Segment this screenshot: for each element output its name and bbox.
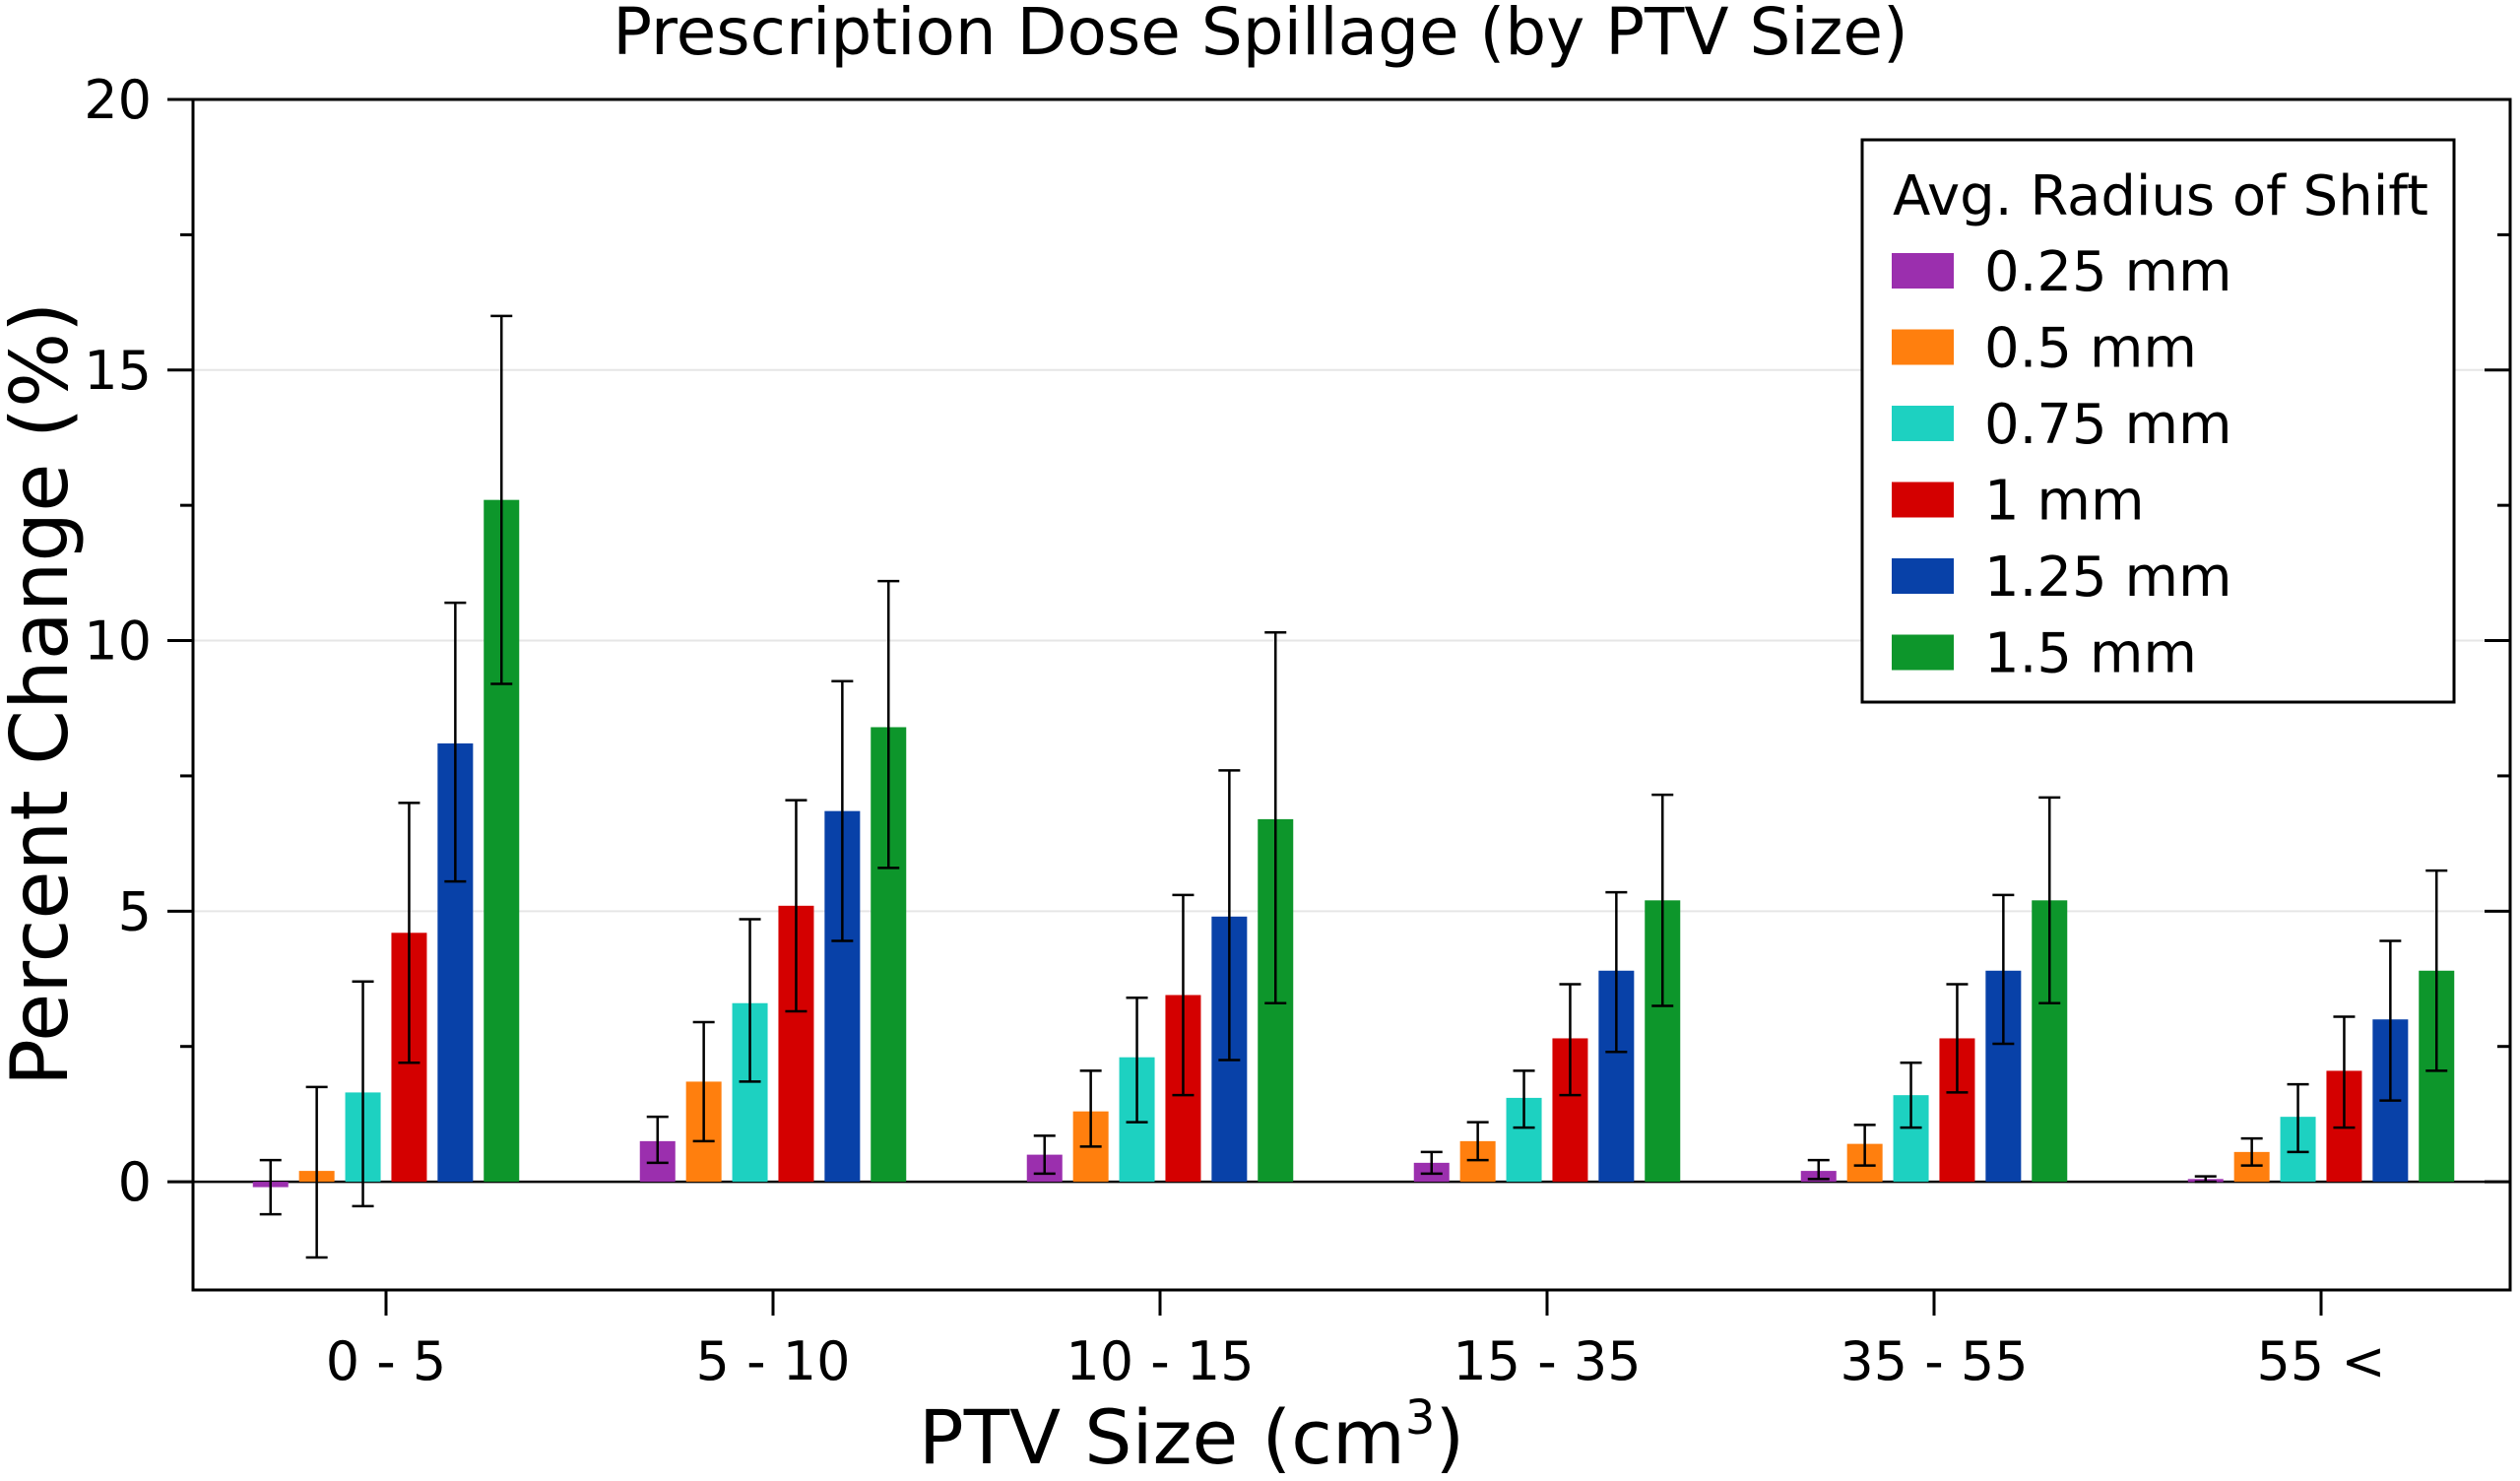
x-tick-label: 0 - 5 bbox=[326, 1330, 447, 1392]
y-tick-label: 0 bbox=[118, 1151, 152, 1213]
legend-items: 0.25 mm 0.5 mm 0.75 mm 1 mm 1.25 mm 1.5 mm bbox=[1892, 240, 2232, 686]
bars bbox=[252, 499, 2455, 1188]
legend-label: 0.75 mm bbox=[1984, 393, 2232, 457]
chart-title: Prescription Dose Spillage (by PTV Size) bbox=[613, 0, 1907, 70]
x-tick-label: 10 - 15 bbox=[1066, 1330, 1254, 1392]
legend: Avg. Radius of Shift 0.25 mm 0.5 mm 0.75 m… bbox=[1860, 138, 2456, 704]
legend-swatch bbox=[1892, 558, 1954, 594]
plot-frame bbox=[191, 97, 2512, 1292]
x-tick-label: 15 - 35 bbox=[1453, 1330, 1641, 1392]
x-axis-label: PTV Size (cm3) bbox=[919, 1390, 1464, 1481]
y-tick-label: 20 bbox=[84, 69, 152, 131]
x-axis: 0 - 5 5 - 10 10 - 15 15 - 35 35 - 55 55 < bbox=[326, 1290, 2386, 1392]
y-tick-label: 15 bbox=[84, 340, 152, 402]
legend-swatch bbox=[1892, 253, 1954, 289]
legend-label: 0.5 mm bbox=[1984, 317, 2197, 381]
legend-title: Avg. Radius of Shift bbox=[1893, 164, 2428, 228]
legend-label: 1.25 mm bbox=[1984, 546, 2232, 610]
x-axis-label-main: PTV Size (cm bbox=[919, 1393, 1405, 1481]
y-axis: 0 5 10 15 20 bbox=[84, 69, 2510, 1213]
y-tick-label: 5 bbox=[118, 880, 152, 942]
legend-swatch bbox=[1892, 329, 1954, 365]
legend-label: 0.25 mm bbox=[1984, 240, 2232, 304]
x-axis-label-superscript: 3 bbox=[1405, 1390, 1436, 1446]
legend-label: 1 mm bbox=[1984, 470, 2145, 534]
y-axis-label: Percent Change (%) bbox=[0, 302, 86, 1087]
x-tick-label: 5 - 10 bbox=[696, 1330, 851, 1392]
x-axis-label-suffix: ) bbox=[1435, 1393, 1464, 1481]
x-tick-label: 35 - 55 bbox=[1840, 1330, 2028, 1392]
y-tick-label: 10 bbox=[84, 611, 152, 673]
legend-label: 1.5 mm bbox=[1984, 622, 2197, 686]
legend-swatch bbox=[1892, 406, 1954, 441]
legend-swatch bbox=[1892, 634, 1954, 671]
legend-box bbox=[1860, 138, 2456, 704]
x-tick-label: 55 < bbox=[2256, 1330, 2385, 1392]
error-bars bbox=[259, 314, 2448, 1259]
legend-swatch bbox=[1892, 482, 1954, 518]
